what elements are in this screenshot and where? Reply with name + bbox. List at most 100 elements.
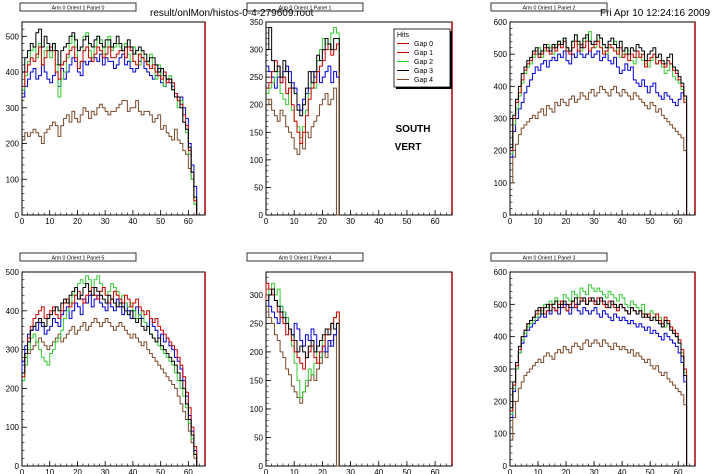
y-tick-label: 600 — [494, 268, 508, 277]
x-tick-label: 50 — [646, 217, 655, 226]
histogram-series-gap1 — [509, 297, 690, 467]
x-tick-label: 10 — [45, 468, 54, 474]
x-tick-label: 30 — [346, 217, 355, 226]
x-tick-label: 60 — [431, 468, 440, 474]
x-tick-label: 60 — [431, 217, 440, 226]
histogram-series-gap4 — [21, 318, 200, 467]
y-tick-label: 300 — [494, 115, 508, 124]
x-tick-label: 50 — [402, 468, 411, 474]
x-tick-label: 20 — [73, 468, 82, 474]
histogram-series-gap4 — [21, 100, 200, 216]
y-tick-label: 200 — [494, 397, 508, 406]
histogram-series-blue — [21, 294, 200, 467]
x-tick-label: 30 — [590, 217, 599, 226]
legend-title: Hits — [397, 32, 410, 39]
histogram-pad-2: Arm 0 Orient 1 Panel 20 10 20 30 40 50 6001002… — [490, 2, 696, 226]
histogram-series-gap1 — [509, 40, 690, 216]
y-tick-label: 150 — [250, 128, 264, 137]
pad-title-box — [246, 2, 364, 12]
x-tick-label: 0 — [264, 217, 269, 226]
x-tick-label: 60 — [184, 468, 193, 474]
x-tick-label: 20 — [318, 217, 327, 226]
histogram-series-blue — [21, 53, 200, 216]
x-tick-label: 50 — [402, 217, 411, 226]
y-tick-label: 500 — [494, 300, 508, 309]
y-tick-label: 300 — [494, 365, 508, 374]
legend-entry: Gap 3 — [414, 68, 433, 75]
y-tick-label: 100 — [250, 405, 264, 414]
y-tick-label: 400 — [494, 333, 508, 342]
y-tick-label: 200 — [250, 101, 264, 110]
y-tick-label: 400 — [494, 82, 508, 91]
pad-title: Arm 0 Orient 1 Panel 4 — [279, 255, 332, 261]
y-tick-label: 500 — [494, 50, 508, 59]
pad-title-box — [19, 2, 137, 12]
histogram-series-gap4 — [509, 339, 690, 467]
y-tick-label: 600 — [494, 18, 508, 27]
x-tick-label: 50 — [156, 217, 165, 226]
pad-title: Arm 0 Orient 1 Panel 1 — [279, 5, 332, 11]
histogram-series-blue — [509, 303, 690, 467]
y-tick-label: 300 — [6, 346, 20, 355]
x-tick-label: 60 — [674, 468, 683, 474]
x-tick-label: 10 — [534, 217, 543, 226]
y-tick-label: 500 — [6, 268, 20, 277]
legend-box — [393, 28, 451, 88]
y-tick-label: 100 — [6, 175, 20, 184]
y-tick-label: 0 — [15, 211, 20, 220]
x-tick-label: 40 — [374, 468, 383, 474]
legend-entry: Gap 0 — [414, 41, 433, 48]
histogram-series-gap3 — [21, 28, 200, 216]
pad-title-box — [490, 252, 608, 262]
histogram-series-gap3 — [509, 34, 690, 216]
histogram-series-gap3 — [21, 283, 200, 467]
histogram-pad-4: Arm 0 Orient 1 Panel 4 0 10 20 30 40 50 60 0 50 10… — [246, 252, 453, 474]
pad-title-box — [19, 252, 137, 262]
pad-title: Arm 0 Orient 1 Panel 2 — [523, 5, 576, 11]
y-tick-label: 100 — [250, 156, 264, 165]
y-tick-label: 150 — [250, 376, 264, 385]
y-tick-label: 200 — [6, 384, 20, 393]
y-tick-label: 0 — [15, 462, 20, 471]
x-tick-label: 30 — [101, 217, 110, 226]
x-tick-label: 60 — [184, 217, 193, 226]
file-path-label: result/onlMon/histos-0-4-279609.root — [150, 8, 314, 19]
histogram-pad-5: Arm 0 Orient 1 Panel 3 0 10 20 30 40 50 600 100 2… — [490, 252, 696, 474]
y-tick-label: 250 — [250, 319, 264, 328]
histogram-series-gap4 — [509, 85, 690, 216]
pad-title: Arm 0 Orient 1 Panel 3 — [523, 255, 576, 261]
histogram-series-gap4 — [265, 305, 340, 467]
y-tick-label: 100 — [494, 430, 508, 439]
histogram-series-blue — [265, 294, 340, 466]
y-tick-label: 200 — [250, 348, 264, 357]
x-tick-label: 10 — [290, 217, 299, 226]
histogram-series-blue — [509, 50, 690, 216]
x-tick-label: 50 — [156, 468, 165, 474]
x-tick-label: 20 — [562, 468, 571, 474]
x-tick-label: 0 — [508, 217, 513, 226]
y-tick-label: 100 — [494, 179, 508, 188]
x-tick-label: 0 — [508, 468, 513, 474]
x-tick-label: 50 — [646, 468, 655, 474]
x-tick-label: 10 — [45, 217, 54, 226]
y-tick-label: 500 — [6, 32, 20, 41]
histogram-series-gap2 — [21, 275, 200, 467]
histogram-series-gap1 — [265, 43, 340, 215]
x-tick-label: 20 — [73, 217, 82, 226]
y-tick-label: 400 — [6, 307, 20, 316]
x-tick-label: 10 — [534, 468, 543, 474]
x-tick-label: 30 — [590, 468, 599, 474]
timestamp-label: Fri Apr 10 12:24:16 2009 — [600, 8, 711, 19]
legend-entry: Gap 1 — [414, 50, 433, 57]
legend-entry: Gap 4 — [414, 77, 433, 84]
x-tick-label: 40 — [374, 217, 383, 226]
pad-title-box — [246, 252, 364, 262]
x-tick-label: 40 — [618, 468, 627, 474]
histogram-series-gap1 — [265, 282, 340, 466]
x-tick-label: 0 — [20, 468, 25, 474]
x-tick-label: 20 — [318, 468, 327, 474]
pad-title-box — [490, 2, 608, 12]
legend: Hits Gap 0 Gap 1 Gap 2 Gap 3 Gap 4 — [393, 28, 452, 89]
histogram-series-gap3 — [509, 297, 690, 467]
histogram-pad-0: Arm 0 Orient 1 Panel 0 0 10 20 30 40 50 60 0 100 2… — [6, 2, 206, 226]
